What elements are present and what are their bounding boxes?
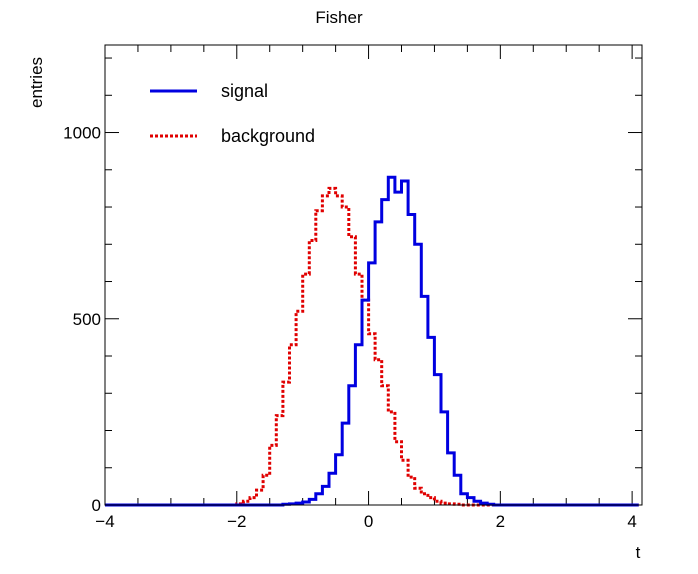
x-tick-label: 4 <box>627 512 636 531</box>
legend: signal background <box>150 81 315 146</box>
y-tick-label: 500 <box>73 310 101 329</box>
y-axis-label: entries <box>27 57 46 108</box>
y-tick-label: 1000 <box>63 124 101 143</box>
x-tick-label: −4 <box>95 512 114 531</box>
x-tick-label: 0 <box>364 512 373 531</box>
axis-tick-labels: −4 −2 0 2 4 0 500 1000 <box>63 124 637 531</box>
y-tick-label: 0 <box>92 496 101 515</box>
plot-frame <box>104 44 643 506</box>
legend-label-signal: signal <box>221 81 268 101</box>
chart-title: Fisher <box>315 8 363 27</box>
legend-label-background: background <box>221 126 315 146</box>
x-axis-label: t <box>636 543 641 562</box>
x-tick-label: 2 <box>496 512 505 531</box>
x-tick-label: −2 <box>227 512 246 531</box>
